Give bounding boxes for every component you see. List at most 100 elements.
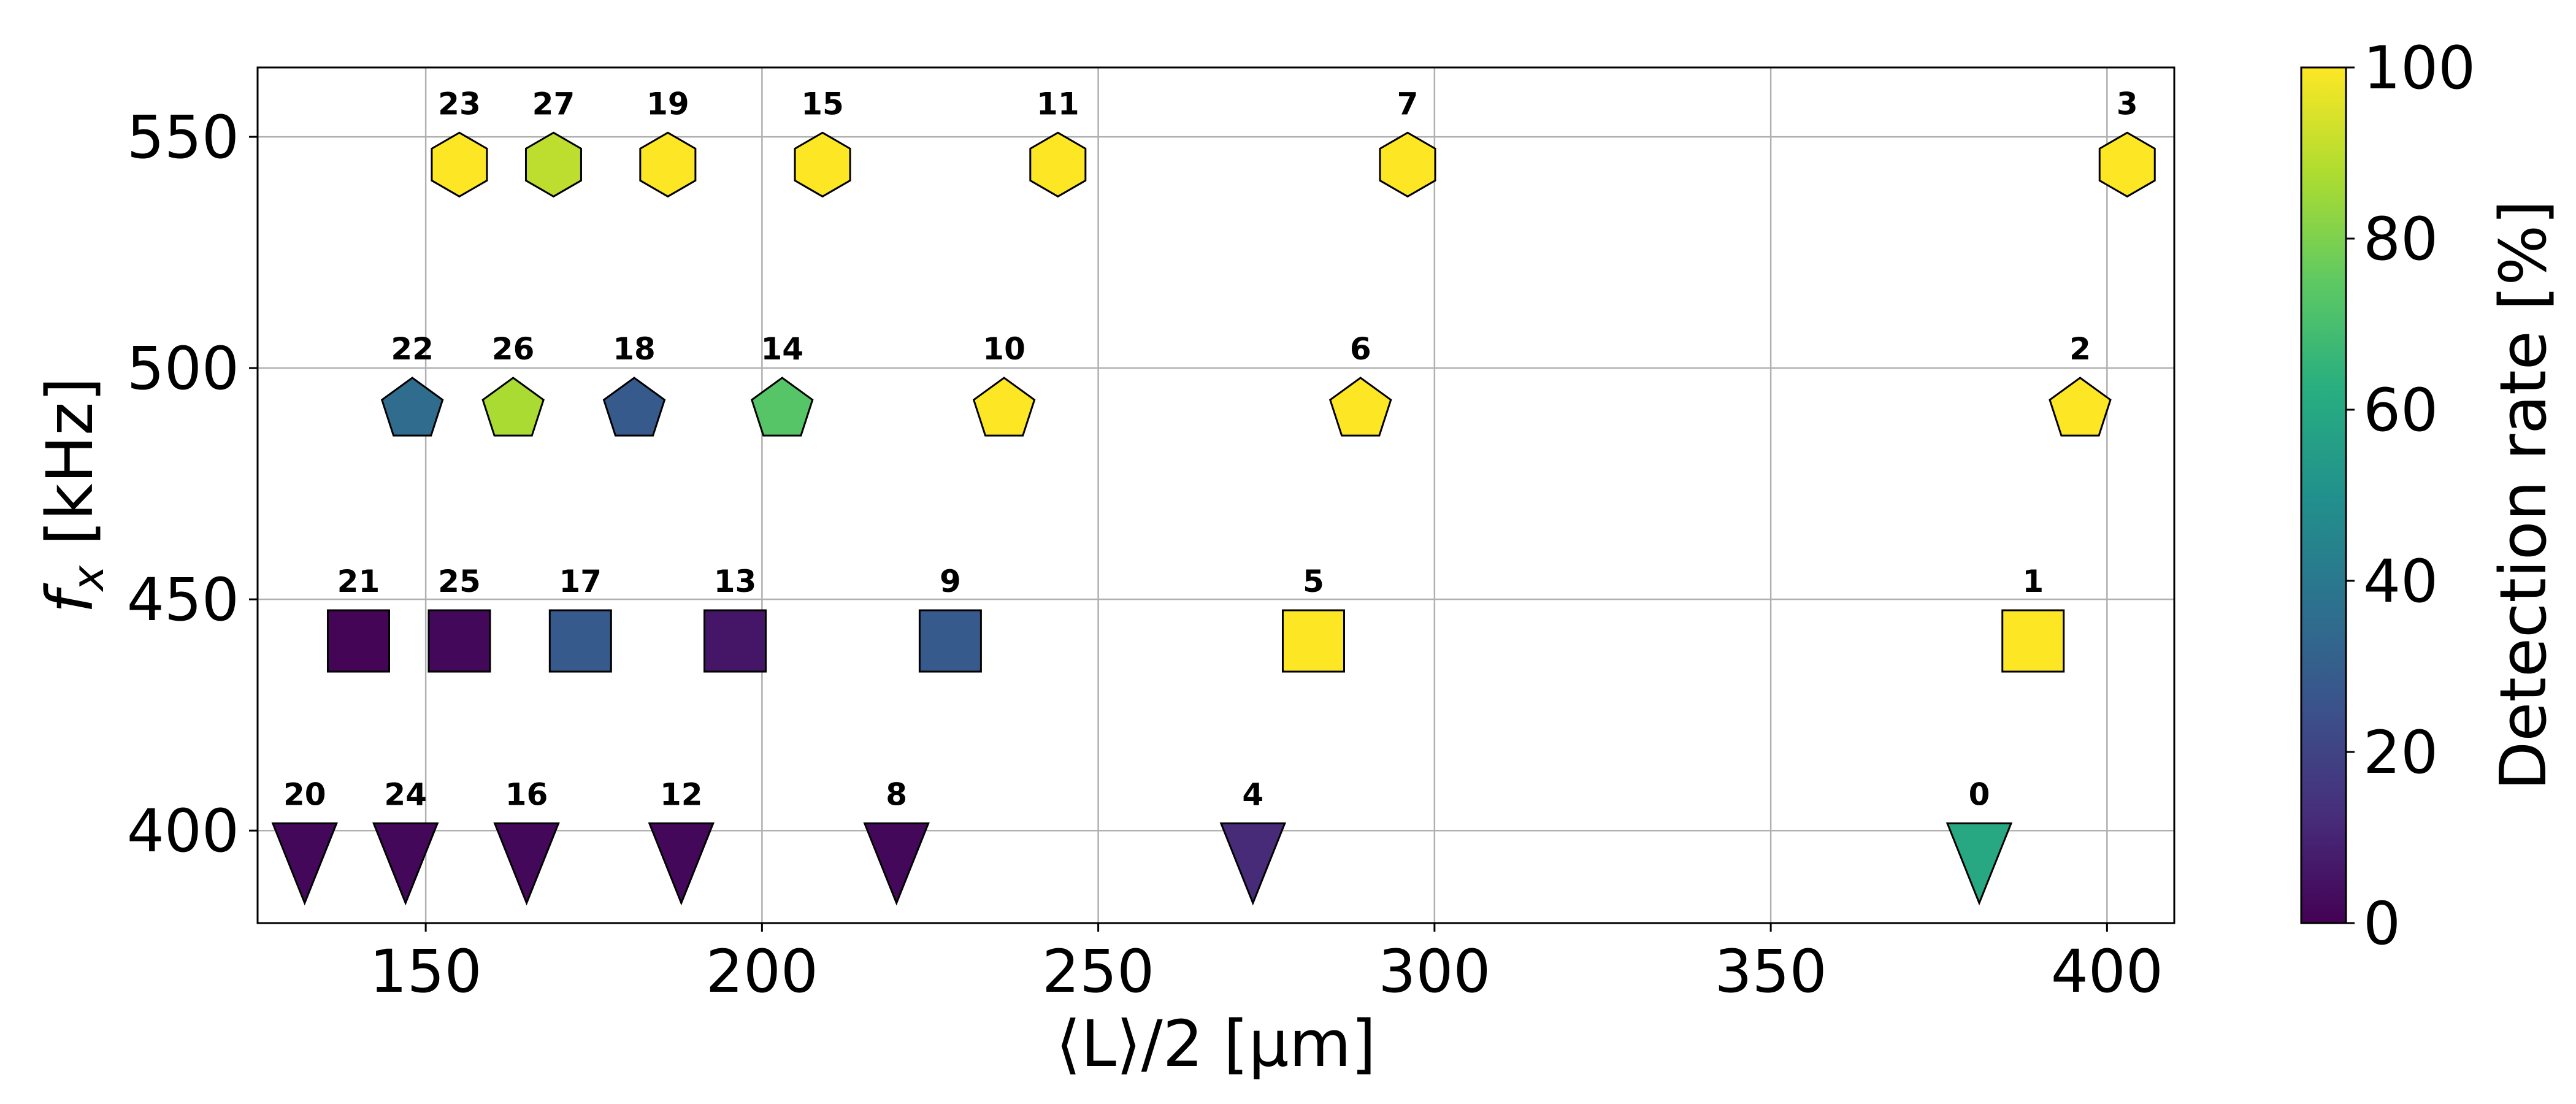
- data-point-17: 17: [548, 564, 612, 673]
- point-label: 19: [646, 86, 689, 121]
- x-tick-label: 200: [706, 937, 818, 1006]
- data-point-11: 11: [1029, 86, 1087, 198]
- colorbar-label: Detection rate [%]: [2486, 200, 2561, 791]
- square-marker: [918, 609, 982, 673]
- pentagon-marker: [750, 377, 814, 437]
- pentagon-marker: [481, 377, 545, 437]
- colorbar-tick-label: 60: [2363, 376, 2438, 445]
- point-label: 24: [384, 776, 427, 812]
- point-label: 15: [801, 86, 844, 121]
- x-tick-label: 250: [1042, 937, 1154, 1006]
- point-label: 22: [391, 331, 434, 367]
- point-label: 5: [1303, 564, 1324, 599]
- triangle-down-marker: [648, 822, 715, 906]
- point-label: 0: [1969, 776, 1990, 812]
- triangle-down-marker: [493, 822, 560, 906]
- data-point-16: 16: [493, 776, 560, 906]
- data-point-23: 23: [431, 86, 488, 198]
- colorbar-ticks: 0 20 40 60 80 100: [2346, 34, 2475, 958]
- point-label: 18: [613, 331, 656, 367]
- point-label: 17: [559, 564, 602, 599]
- x-axis-label: ⟨L⟩/2 [µm]: [1056, 1006, 1376, 1081]
- point-label: 14: [761, 331, 803, 367]
- hexagon-marker: [1029, 131, 1087, 198]
- y-tick-label: 450: [127, 565, 239, 634]
- data-point-8: 8: [863, 776, 930, 906]
- point-label: 27: [532, 86, 575, 121]
- point-label: 20: [283, 776, 326, 812]
- point-label: 16: [505, 776, 548, 812]
- data-point-3: 3: [2098, 86, 2156, 198]
- point-label: 4: [1242, 776, 1263, 812]
- data-point-18: 18: [602, 331, 666, 437]
- point-label: 7: [1397, 86, 1419, 121]
- colorbar-tick-label: 20: [2363, 718, 2438, 787]
- triangle-down-marker: [863, 822, 930, 906]
- point-label: 25: [438, 564, 481, 599]
- colorbar-tick-label: 100: [2363, 34, 2475, 102]
- pentagon-marker: [602, 377, 666, 437]
- pentagon-marker: [2049, 377, 2112, 437]
- colorbar-tick-label: 0: [2363, 889, 2401, 958]
- data-point-2: 2: [2049, 331, 2112, 437]
- y-axis-label: fx [kHz]: [33, 377, 113, 613]
- point-label: 2: [2069, 331, 2091, 367]
- colorbar-tick-label: 40: [2363, 547, 2438, 616]
- point-label: 8: [886, 776, 907, 812]
- y-axis-label-unit: [kHz]: [33, 377, 107, 565]
- hexagon-marker: [639, 131, 697, 198]
- y-tick-label: 400: [127, 797, 239, 865]
- hexagon-marker: [524, 131, 582, 198]
- point-label: 10: [983, 331, 1025, 367]
- point-label: 26: [492, 331, 535, 367]
- y-tick-label: 500: [127, 334, 239, 403]
- x-tick-label: 300: [1378, 937, 1490, 1006]
- data-points: 0123456789101112131415161718192021222324…: [271, 86, 2156, 906]
- square-marker: [548, 609, 612, 673]
- data-point-9: 9: [918, 564, 982, 673]
- colorbar: [2300, 66, 2347, 924]
- point-label: 13: [714, 564, 757, 599]
- triangle-down-marker: [372, 822, 439, 906]
- data-point-1: 1: [2001, 564, 2065, 673]
- data-point-26: 26: [481, 331, 545, 437]
- square-marker: [1281, 609, 1345, 673]
- point-label: 23: [438, 86, 481, 121]
- pentagon-marker: [1328, 377, 1392, 437]
- hexagon-marker: [1379, 131, 1436, 198]
- data-point-5: 5: [1281, 564, 1345, 673]
- pentagon-marker: [380, 377, 444, 437]
- data-point-22: 22: [380, 331, 444, 437]
- x-tick-label: 350: [1714, 937, 1827, 1006]
- square-marker: [2001, 609, 2065, 673]
- square-marker: [326, 609, 390, 673]
- y-tick-label: 550: [127, 103, 239, 172]
- data-point-21: 21: [326, 564, 390, 673]
- data-point-12: 12: [648, 776, 715, 906]
- data-point-14: 14: [750, 331, 814, 437]
- data-point-27: 27: [524, 86, 582, 198]
- plot-area-frame: [256, 66, 2175, 924]
- data-point-13: 13: [703, 564, 767, 673]
- square-marker: [427, 609, 491, 673]
- pentagon-marker: [972, 377, 1036, 437]
- data-point-19: 19: [639, 86, 697, 198]
- data-point-10: 10: [972, 331, 1036, 437]
- data-point-6: 6: [1328, 331, 1392, 437]
- point-label: 11: [1037, 86, 1079, 121]
- data-point-0: 0: [1945, 776, 2013, 906]
- x-tick-label: 400: [2051, 937, 2163, 1006]
- data-point-24: 24: [372, 776, 439, 906]
- hexagon-marker: [2098, 131, 2156, 198]
- x-tick-label: 150: [370, 937, 482, 1006]
- point-label: 6: [1350, 331, 1371, 367]
- data-point-7: 7: [1379, 86, 1436, 198]
- hexagon-marker: [431, 131, 488, 198]
- y-axis-label-subscript: x: [63, 565, 113, 592]
- point-label: 12: [660, 776, 703, 812]
- data-point-15: 15: [794, 86, 851, 198]
- point-label: 1: [2022, 564, 2044, 599]
- data-point-4: 4: [1219, 776, 1287, 906]
